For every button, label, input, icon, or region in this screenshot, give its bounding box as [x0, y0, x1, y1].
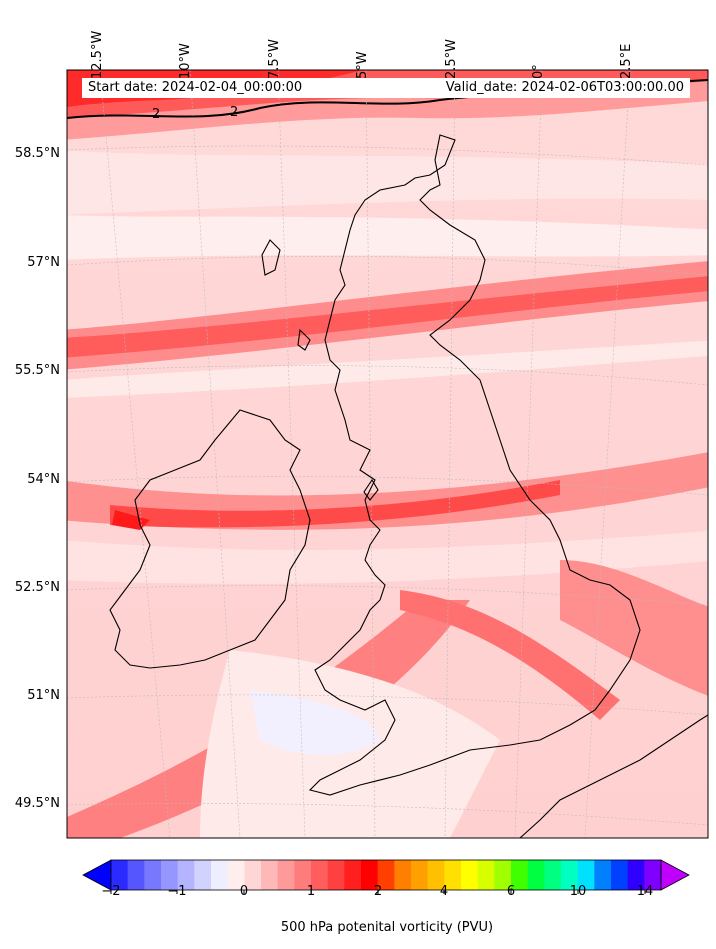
colorbar-swatch: [261, 860, 279, 890]
valid-date-label: Valid_date: 2024-02-06T03:00:00.00: [445, 80, 684, 95]
colorbar-swatch: [194, 860, 212, 890]
colorbar-tick: −2: [101, 884, 121, 899]
colorbar-swatch: [127, 860, 145, 890]
lon-label: 10°W: [178, 43, 193, 79]
colorbar-swatch: [477, 860, 495, 890]
colorbar-swatch: [444, 860, 462, 890]
lat-label: 58.5°N: [14, 146, 60, 161]
colorbar-swatch: [461, 860, 479, 890]
colorbar-swatch: [577, 860, 595, 890]
colorbar-label: 500 hPa potenital vorticity (PVU): [280, 920, 494, 935]
lon-label: 2.5°W: [444, 38, 459, 79]
colorbar-swatch: [311, 860, 329, 890]
colorbar-tick: 6: [506, 884, 516, 899]
colorbar-swatch: [227, 860, 245, 890]
start-date-label: Start date: 2024-02-04_00:00:00: [88, 80, 303, 95]
coastlines: [109, 134, 708, 838]
lat-label: 57°N: [27, 255, 60, 270]
pv-field: [67, 70, 708, 838]
colorbar-swatch: [527, 860, 545, 890]
colorbar-swatch: [494, 860, 512, 890]
colorbar-swatch: [511, 860, 529, 890]
colorbar-swatch: [561, 860, 579, 890]
colorbar-swatch: [594, 860, 612, 890]
lat-label: 55.5°N: [14, 363, 60, 378]
lat-label: 49.5°N: [14, 796, 60, 811]
colorbar: [82, 859, 690, 894]
colorbar-outline: [110, 859, 662, 891]
colorbar-swatch: [377, 860, 395, 890]
lon-label: 12.5°W: [90, 30, 105, 79]
contour-label: 2: [230, 105, 238, 120]
colorbar-swatch: [427, 860, 445, 890]
colorbar-tick: 1: [306, 884, 316, 899]
colorbar-swatch: [211, 860, 229, 890]
lon-label: 5°W: [355, 51, 370, 79]
colorbar-swatch: [344, 860, 362, 890]
colorbar-swatch: [161, 860, 179, 890]
colorbar-swatch: [361, 860, 379, 890]
colorbar-extend-high: [660, 859, 690, 891]
colorbar-swatch: [544, 860, 562, 890]
colorbar-swatch: [644, 860, 662, 890]
colorbar-swatch: [111, 860, 129, 890]
colorbar-swatch: [327, 860, 345, 890]
lat-label: 52.5°N: [14, 580, 60, 595]
colorbar-tick: 4: [439, 884, 449, 899]
colorbar-swatch: [177, 860, 195, 890]
colorbar-tick: 0: [239, 884, 249, 899]
colorbar-swatch: [394, 860, 412, 890]
colorbar-swatch: [611, 860, 629, 890]
colorbar-swatch: [277, 860, 295, 890]
colorbar-swatch: [294, 860, 312, 890]
colorbar-swatch: [144, 860, 162, 890]
colorbar-tick: 10: [569, 884, 587, 899]
lon-label: 0°: [531, 64, 546, 79]
contour-label: 2: [152, 107, 160, 122]
colorbar-swatch: [627, 860, 645, 890]
lon-label: 7.5°W: [267, 38, 282, 79]
lat-label: 54°N: [27, 472, 60, 487]
date-info-box: Start date: 2024-02-04_00:00:00 Valid_da…: [82, 78, 690, 98]
colorbar-tick: 14: [636, 884, 654, 899]
lon-label: 2.5°E: [619, 43, 634, 79]
lat-label: 51°N: [27, 688, 60, 703]
colorbar-swatch: [244, 860, 262, 890]
colorbar-tick: 2: [373, 884, 383, 899]
colorbar-swatch: [411, 860, 429, 890]
colorbar-tick: −1: [167, 884, 187, 899]
